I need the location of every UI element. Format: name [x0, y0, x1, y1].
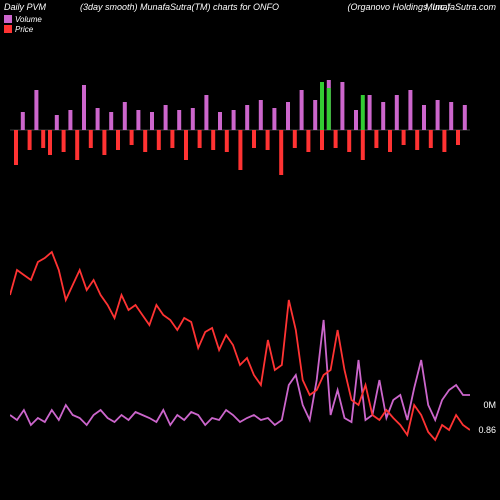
price-end-label: 0.86 — [478, 425, 496, 435]
title-left: Daily PVM — [4, 2, 46, 12]
legend-item-price: Price — [4, 24, 42, 34]
volume-end-label: 0M — [483, 400, 496, 410]
legend: Volume Price — [4, 14, 42, 34]
legend-label-price: Price — [15, 25, 33, 34]
title-center: (3day smooth) MunafaSutra(TM) charts for… — [80, 2, 279, 12]
price-swatch — [4, 25, 12, 33]
price-volume-line-chart — [10, 240, 470, 470]
chart-header: Daily PVM (3day smooth) MunafaSutra(TM) … — [0, 2, 500, 32]
legend-label-volume: Volume — [15, 15, 42, 24]
volume-swatch — [4, 15, 12, 23]
legend-item-volume: Volume — [4, 14, 42, 24]
pvm-bar-chart — [10, 65, 470, 195]
title-brand: MunafaSutra.com — [425, 2, 496, 12]
